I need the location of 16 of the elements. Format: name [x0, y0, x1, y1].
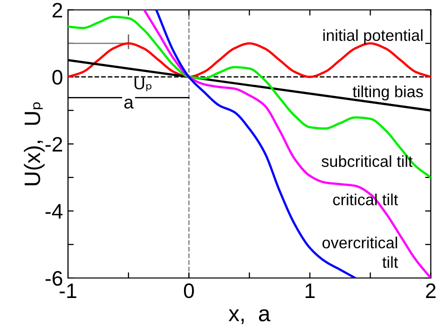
x-tick-label: 1 — [306, 284, 315, 298]
y-tick-label: 0 — [52, 70, 62, 85]
annotation: a — [124, 98, 134, 109]
x-tick-label: 2 — [426, 283, 436, 298]
annotation: Uₚ — [134, 78, 152, 92]
x-tick-label: -1 — [60, 284, 76, 298]
y-tick-label: -4 — [46, 204, 63, 219]
annotation: tilting bias — [352, 86, 423, 100]
y-tick-label: -6 — [46, 271, 62, 286]
annotation: initial potential — [323, 29, 422, 44]
x-axis-title: x, a — [228, 309, 270, 324]
annotation: overcritical tilt — [322, 236, 398, 268]
y-tick-label: -2 — [46, 136, 62, 152]
x-tick-label: 0 — [184, 283, 194, 298]
y-axis-title: U(x), Uₚ — [24, 102, 45, 186]
y-tick-label: 2 — [52, 2, 62, 18]
